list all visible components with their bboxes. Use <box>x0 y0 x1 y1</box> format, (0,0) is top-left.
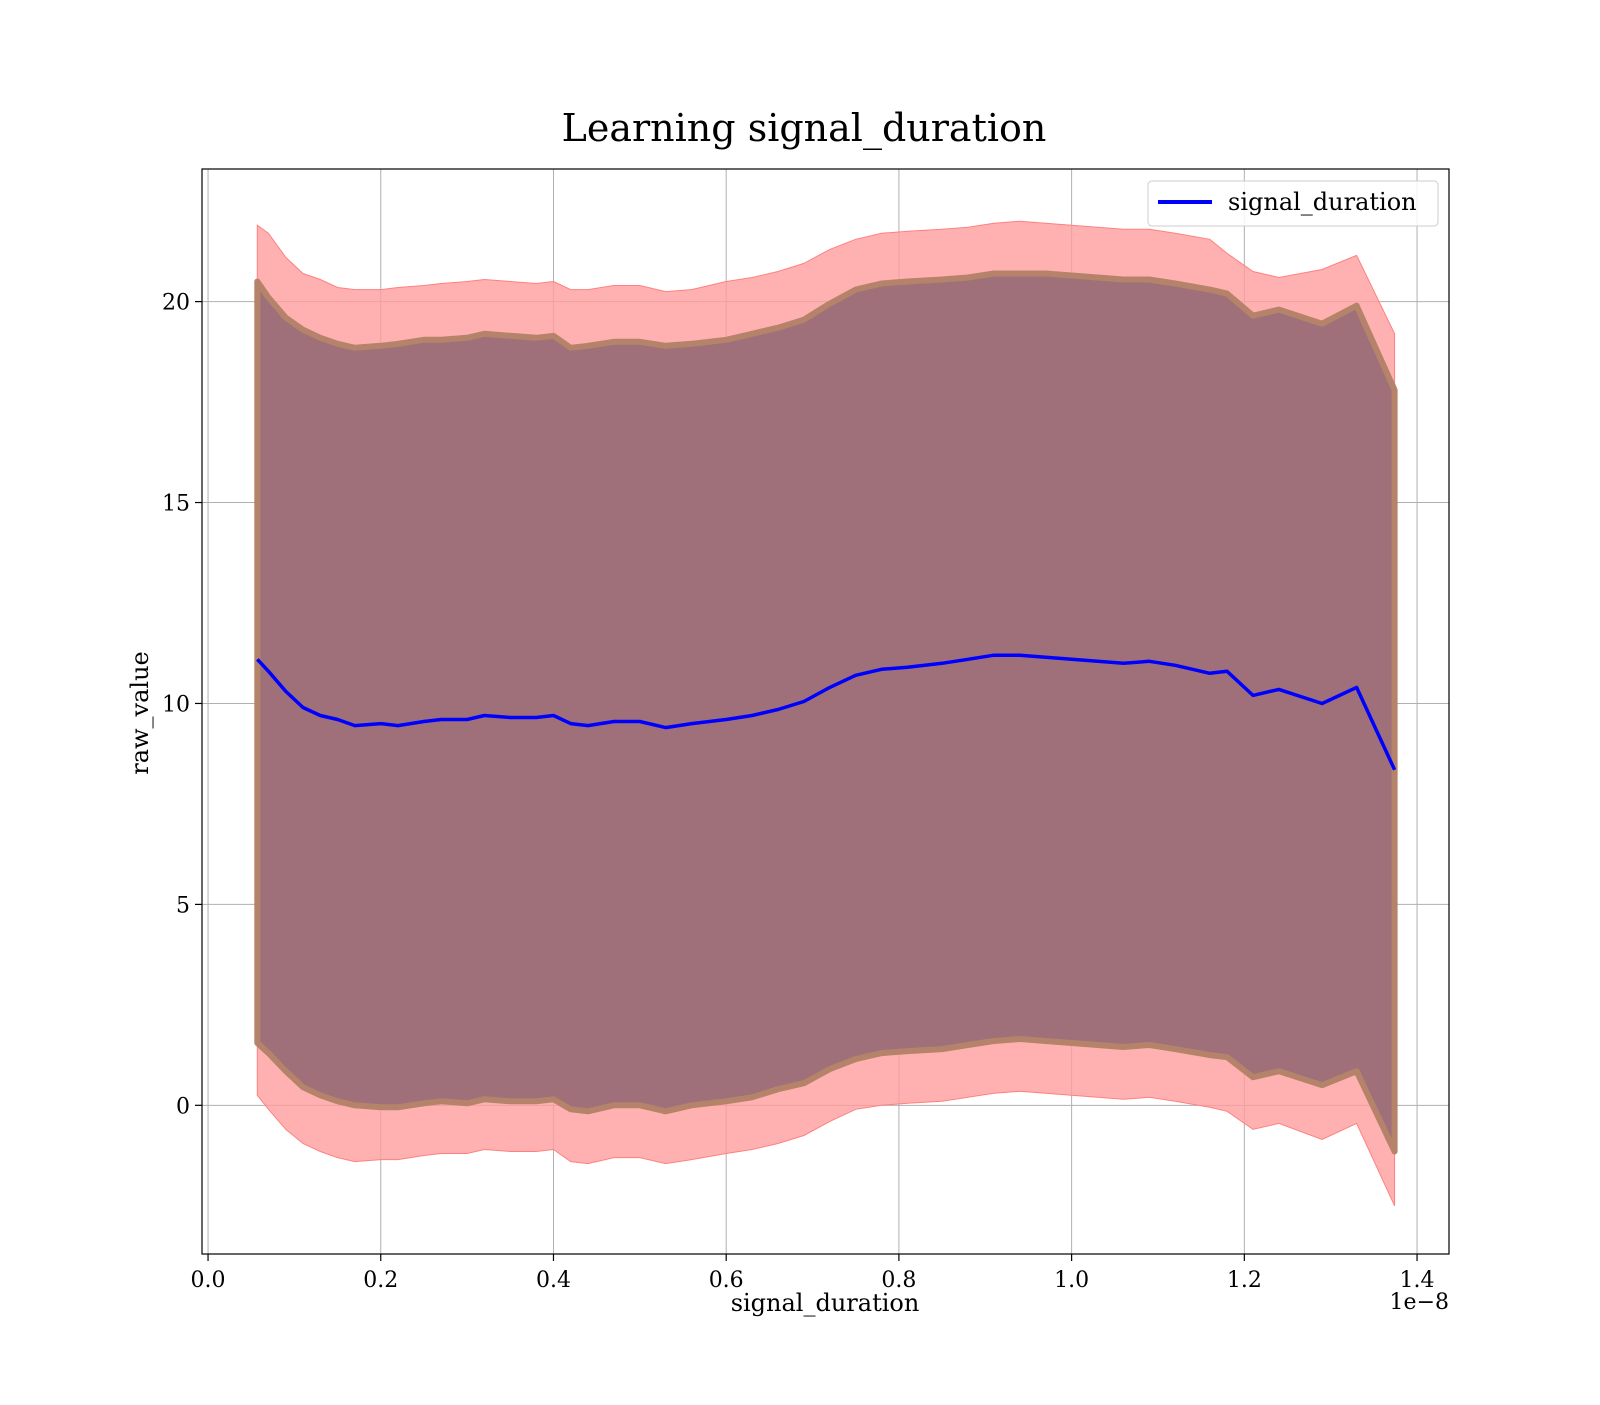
band-layer <box>254 220 1398 1207</box>
line-layer <box>256 653 1397 771</box>
x-tick-label: 0.8 <box>881 1268 916 1293</box>
legend-label-signal-duration: signal_duration <box>1228 188 1417 216</box>
chart-title: Learning signal_duration <box>562 106 1047 151</box>
x-tick-label: 0.0 <box>191 1268 226 1293</box>
y-tick-label: 20 <box>162 291 190 316</box>
y-axis-label: raw_value <box>126 651 154 775</box>
legend-box <box>1147 180 1439 227</box>
series-line-signal-duration <box>256 653 1397 771</box>
x-tick-label: 0.4 <box>536 1268 571 1293</box>
x-tick-label: 1.4 <box>1400 1268 1435 1293</box>
y-tick-label: 5 <box>176 893 190 918</box>
y-tick-label: 0 <box>176 1094 190 1119</box>
inner-band <box>254 270 1398 1155</box>
x-offset-label: 1e−8 <box>1390 1290 1449 1315</box>
x-tick-label: 1.2 <box>1227 1268 1262 1293</box>
y-tick-label: 15 <box>162 492 190 517</box>
tick-layer: 0.0 0.2 0.4 0.6 0.8 1.0 1.2 1.4 0 5 10 15 20 <box>162 291 1435 1293</box>
x-tick-label: 0.6 <box>709 1268 744 1293</box>
y-tick-label: 10 <box>162 692 190 717</box>
x-tick-label: 1.0 <box>1054 1268 1089 1293</box>
x-axis-label: signal_duration <box>731 1289 920 1317</box>
x-tick-label: 0.2 <box>363 1268 398 1293</box>
plot-frame <box>201 168 1450 1255</box>
legend: signal_duration <box>1147 180 1439 227</box>
